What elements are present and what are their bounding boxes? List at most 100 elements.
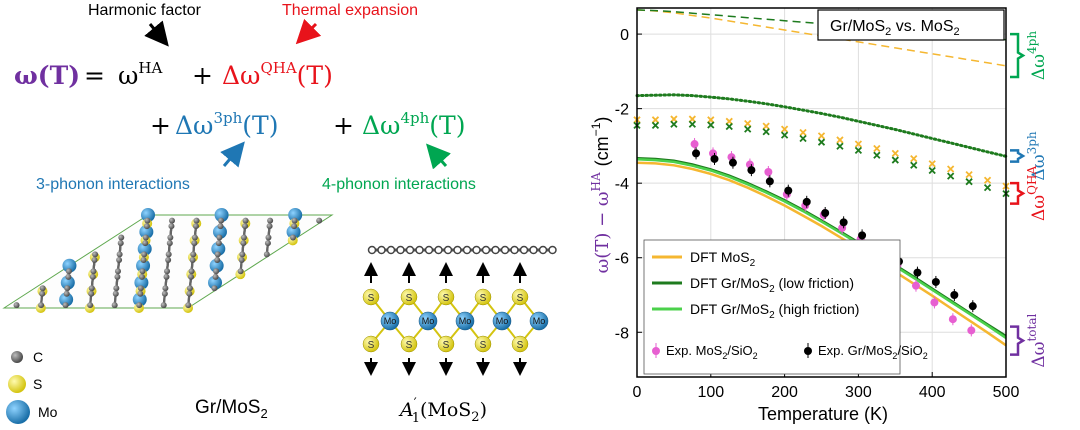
y-tick-label: -6	[615, 251, 629, 268]
delta-bracket	[1010, 149, 1026, 163]
graphene-atom	[462, 245, 472, 255]
s-atom	[362, 288, 380, 306]
equation-omega-ha: ωHA	[118, 59, 162, 90]
mo-atom	[380, 311, 400, 331]
cross-marker	[799, 128, 807, 137]
c-atom	[188, 268, 195, 275]
annotation-3ph: 3-phonon interactions	[36, 176, 190, 193]
c-atom	[237, 268, 244, 275]
c-atom	[267, 217, 274, 224]
mo-atom	[209, 258, 224, 273]
mo-atom	[418, 311, 438, 331]
cross-marker	[836, 142, 844, 150]
chart-title: Gr/MoS2 vs. MoS2	[830, 18, 960, 38]
equation-panel: Harmonic factor Thermal expansion ω(T) =…	[14, 2, 476, 193]
c-atom	[242, 223, 249, 230]
s-atom-label: S	[517, 293, 524, 304]
legend-s-label: S	[33, 376, 42, 392]
harmonic-arrow	[144, 20, 169, 47]
delta-bracket-label: Δωtotal	[1025, 314, 1049, 368]
c-atom	[185, 302, 192, 309]
mo-atom	[62, 258, 77, 273]
mo-atom	[132, 292, 147, 307]
y-tick-label: 0	[620, 27, 629, 44]
c-atom	[137, 285, 144, 292]
legend-c-dot	[11, 351, 23, 363]
phonon-mode-diagram: S S S S S S S S S S Mo Mo Mo Mo Mo	[362, 245, 557, 376]
mo-atom	[286, 224, 301, 239]
c-atom	[165, 256, 172, 263]
equation-plus-2: +	[150, 111, 171, 140]
cross-marker	[947, 172, 955, 180]
cross-marker	[651, 121, 660, 130]
mo-atom	[208, 275, 223, 290]
legend-marker	[804, 347, 812, 355]
cross-marker	[744, 125, 752, 133]
mo-atom	[214, 208, 229, 222]
mo-atom-label: Mo	[422, 316, 435, 326]
mo-atom-label: Mo	[384, 316, 397, 326]
cross-marker	[670, 120, 678, 128]
c-atom	[265, 234, 272, 241]
c-atom	[88, 285, 95, 292]
legend-marker	[652, 347, 660, 355]
s-atom-label: S	[406, 293, 413, 304]
c-atom	[189, 256, 196, 263]
y-tick-label: -8	[615, 325, 629, 342]
cross-marker	[947, 165, 955, 173]
c-atom	[38, 302, 45, 309]
graphene-atom	[491, 245, 500, 255]
experiment-point	[821, 209, 830, 217]
c-atom	[240, 234, 247, 241]
c-atom	[291, 223, 298, 230]
delta-bracket-label: ΔωQHA	[1025, 166, 1049, 221]
graphene-atom	[548, 245, 557, 255]
structure-panel: C S Mo Gr/MoS2 S S S S S S S S S S Mo Mo Mo Mo Mo A′ 1(…	[2, 208, 557, 426]
c-atom	[139, 268, 146, 275]
graphene-atom	[415, 245, 424, 255]
c-atom	[39, 290, 46, 297]
cross-marker	[744, 119, 752, 128]
c-atom	[160, 302, 167, 309]
experiment-point	[802, 197, 811, 206]
cross-marker	[762, 122, 770, 130]
delta-bracket	[1010, 181, 1026, 205]
graphene-atom	[443, 245, 453, 255]
cross-marker	[910, 154, 918, 163]
c-atom	[212, 273, 219, 280]
c-atom	[162, 285, 169, 292]
c-atom	[239, 251, 246, 258]
cross-marker	[891, 156, 899, 164]
cross-marker	[965, 170, 973, 179]
legend-s-dot	[8, 375, 26, 393]
experiment-point	[747, 166, 756, 175]
c-atom	[144, 217, 151, 224]
mo-atom	[137, 241, 152, 256]
c-atom	[191, 240, 198, 247]
c-atom	[118, 234, 125, 241]
graphene-atom	[434, 245, 443, 255]
cross-marker	[983, 184, 992, 192]
experiment-point	[967, 326, 976, 335]
cross-marker	[836, 136, 844, 144]
graphene-atom	[519, 245, 529, 255]
equation-qha-term: ΔωQHA(T)	[222, 59, 333, 90]
s-atom	[474, 335, 492, 353]
s-atom	[474, 288, 492, 306]
s-atom	[400, 335, 418, 353]
cross-marker	[707, 121, 715, 129]
c-atom	[114, 268, 121, 275]
delta-bracket-label: Δω4ph	[1025, 31, 1049, 80]
c-atom	[87, 302, 94, 309]
chart-panel: 0 100 200 300 400 500 0 -2 -4 -6 -8 Gr/MoS2 vs. Mo…	[589, 7, 1049, 424]
graphene-atom	[424, 245, 434, 255]
c-atom	[90, 268, 97, 275]
c-atom	[116, 251, 123, 258]
graphene-atom	[481, 245, 491, 255]
c-atom	[238, 256, 245, 263]
c-atom	[264, 240, 271, 247]
graphene-atom	[386, 245, 396, 255]
experiment-point	[858, 231, 867, 240]
c-atom	[316, 217, 323, 224]
c-atom	[92, 251, 99, 258]
